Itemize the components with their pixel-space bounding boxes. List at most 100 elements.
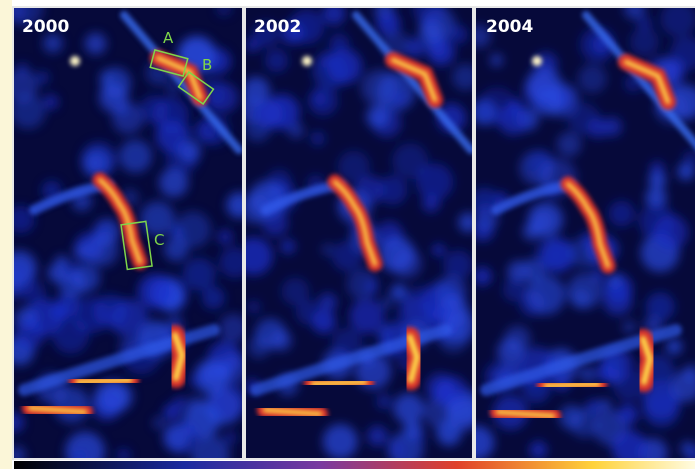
region-label: A: [163, 29, 174, 47]
blob: [666, 339, 682, 355]
blob: [153, 417, 166, 430]
panel-label: 2002: [254, 17, 301, 37]
blob: [570, 408, 600, 438]
blob: [435, 275, 467, 307]
blob: [51, 302, 70, 321]
hot-filament: [410, 337, 417, 380]
blob: [618, 404, 639, 425]
blob: [428, 39, 455, 66]
point-source: [302, 56, 312, 66]
blob: [649, 171, 667, 189]
blob: [680, 441, 695, 456]
blob: [189, 374, 202, 387]
panel-image: [460, 0, 695, 467]
blob: [329, 34, 349, 54]
panel-image: [235, 0, 483, 467]
blob: [183, 258, 216, 291]
blob: [156, 120, 188, 152]
blob: [534, 237, 569, 272]
hot-filament: [546, 384, 598, 386]
blob: [202, 286, 225, 309]
blob: [367, 426, 388, 447]
blob: [361, 69, 398, 106]
blob: [567, 273, 603, 309]
region-label: B: [202, 56, 212, 74]
hot-filament: [643, 339, 650, 382]
blob: [557, 132, 581, 156]
blob: [364, 280, 378, 294]
blob: [175, 211, 211, 247]
blob: [321, 243, 333, 255]
blob: [23, 282, 46, 305]
blob: [117, 448, 131, 462]
blob: [665, 58, 686, 79]
blob: [323, 424, 358, 459]
colorbar: [14, 461, 695, 469]
panel-image: [0, 0, 252, 469]
blob: [603, 117, 623, 137]
blob: [138, 274, 173, 309]
blob: [443, 250, 472, 279]
blob: [433, 244, 445, 256]
point-source: [532, 56, 542, 66]
blob: [159, 168, 188, 197]
blob: [36, 71, 49, 84]
blob: [646, 292, 675, 321]
blob: [242, 77, 270, 105]
blob: [404, 420, 423, 439]
panels: [0, 0, 695, 469]
blob: [271, 330, 292, 351]
blob: [526, 68, 562, 104]
blob: [322, 2, 345, 25]
blob: [264, 94, 299, 129]
blob: [202, 365, 220, 383]
blob: [140, 95, 168, 123]
margin: [0, 0, 12, 469]
blob: [318, 293, 337, 312]
blob: [43, 94, 58, 109]
blob: [338, 151, 370, 183]
blob: [247, 300, 261, 314]
blob: [216, 1, 232, 17]
blob: [119, 140, 152, 173]
blob: [86, 234, 119, 267]
figure: 2000 2002 2004 A B C: [0, 0, 695, 469]
blob: [608, 274, 622, 288]
blob: [622, 320, 635, 333]
blob: [490, 54, 503, 67]
blob: [609, 201, 635, 227]
blob: [380, 297, 393, 310]
blob: [376, 394, 392, 410]
blob: [603, 286, 632, 315]
blob: [529, 441, 547, 459]
blob: [85, 33, 107, 55]
panel-label: 2004: [486, 17, 533, 37]
panel-label: 2000: [22, 17, 69, 37]
blob: [379, 236, 415, 272]
blob: [224, 431, 238, 445]
blob: [612, 430, 648, 466]
blob: [296, 300, 321, 325]
core: [313, 382, 365, 384]
region-label: C: [154, 231, 164, 249]
blob: [388, 440, 406, 458]
blob: [99, 83, 128, 112]
blob: [308, 86, 338, 116]
blob: [164, 404, 181, 421]
core: [546, 384, 598, 386]
blob: [568, 103, 600, 135]
blob: [599, 399, 612, 412]
blob: [74, 449, 87, 462]
core: [78, 380, 130, 382]
blob: [86, 154, 104, 172]
point-source: [70, 56, 80, 66]
blob: [245, 37, 260, 52]
blob: [392, 143, 428, 179]
blob: [280, 239, 295, 254]
blob: [217, 229, 232, 244]
hot-filament: [175, 335, 182, 378]
blob: [376, 12, 400, 36]
blob: [578, 64, 607, 93]
hot-filament: [498, 412, 553, 416]
blob: [526, 275, 566, 315]
